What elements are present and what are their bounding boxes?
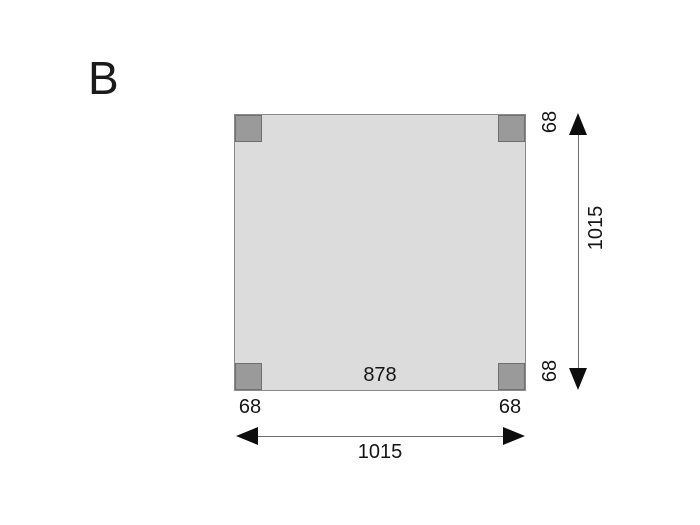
corner-post-top-left	[235, 115, 262, 142]
corner-post-bottom-left	[235, 363, 262, 390]
overall-width-dimension-label: 1015	[357, 441, 403, 463]
post-dimension-label-right-bottom: 68	[539, 359, 561, 383]
plan-outline: 878	[234, 114, 526, 391]
post-dimension-label-top-right: 68	[539, 110, 561, 134]
horizontal-dimension-line	[240, 436, 521, 437]
vertical-dimension-arrow-down	[569, 368, 587, 390]
overall-height-dimension-label: 1015	[585, 205, 607, 251]
vertical-dimension-arrow-up	[569, 113, 587, 135]
figure-label: B	[88, 52, 119, 104]
post-dimension-label-bottom-left: 68	[238, 396, 262, 418]
horizontal-dimension-arrow-right	[503, 427, 525, 445]
vertical-dimension-line	[578, 117, 579, 387]
inner-span-dimension-label: 878	[363, 364, 397, 386]
corner-post-top-right	[498, 115, 525, 142]
horizontal-dimension-arrow-left	[236, 427, 258, 445]
post-dimension-label-bottom-right: 68	[498, 396, 522, 418]
corner-post-bottom-right	[498, 363, 525, 390]
